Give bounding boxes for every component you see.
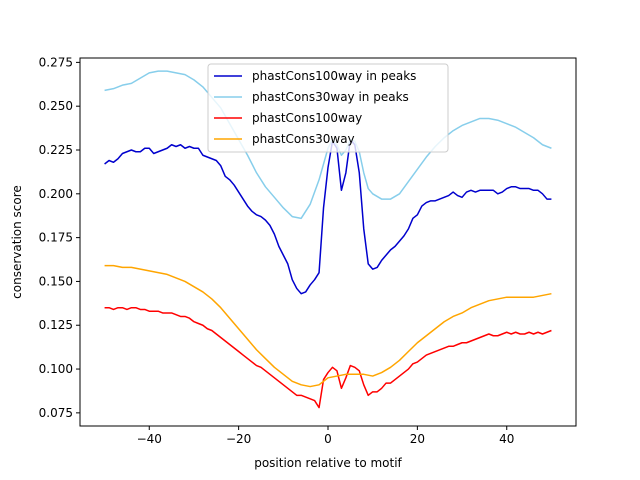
y-axis: 0.075 0.100 0.125 0.150 0.175 0.200 0.225 0.250… xyxy=(39,55,80,420)
series-line-4 xyxy=(104,264,552,388)
legend-label: phastCons100way in peaks xyxy=(252,69,416,83)
y-tick-label: 0.225 xyxy=(39,143,73,157)
legend-label: phastCons30way xyxy=(252,132,355,146)
x-tick-label: 20 xyxy=(410,432,425,446)
legend-label: phastCons30way in peaks xyxy=(252,90,409,104)
x-axis: −40 −20 0 20 40 xyxy=(137,426,514,446)
x-tick-label: 0 xyxy=(324,432,332,446)
x-axis-label: position relative to motif xyxy=(254,456,402,470)
legend: phastCons100way in peaks phastCons30way i… xyxy=(207,63,449,153)
y-tick-label: 0.125 xyxy=(39,318,73,332)
y-tick-label: 0.200 xyxy=(39,187,73,201)
legend-label: phastCons100way xyxy=(252,111,362,125)
x-tick-label: −20 xyxy=(226,432,251,446)
x-tick-label: 40 xyxy=(499,432,514,446)
y-tick-label: 0.075 xyxy=(39,406,73,420)
y-tick-label: 0.175 xyxy=(39,231,73,245)
y-axis-label: conservation score xyxy=(10,185,24,299)
y-tick-label: 0.250 xyxy=(39,99,73,113)
x-tick-label: −40 xyxy=(137,432,162,446)
y-tick-label: 0.150 xyxy=(39,274,73,288)
y-tick-label: 0.100 xyxy=(39,362,73,376)
series-line-3 xyxy=(104,306,552,409)
legend-box xyxy=(207,63,449,153)
series-line-1 xyxy=(104,138,552,295)
y-tick-label: 0.275 xyxy=(39,55,73,69)
